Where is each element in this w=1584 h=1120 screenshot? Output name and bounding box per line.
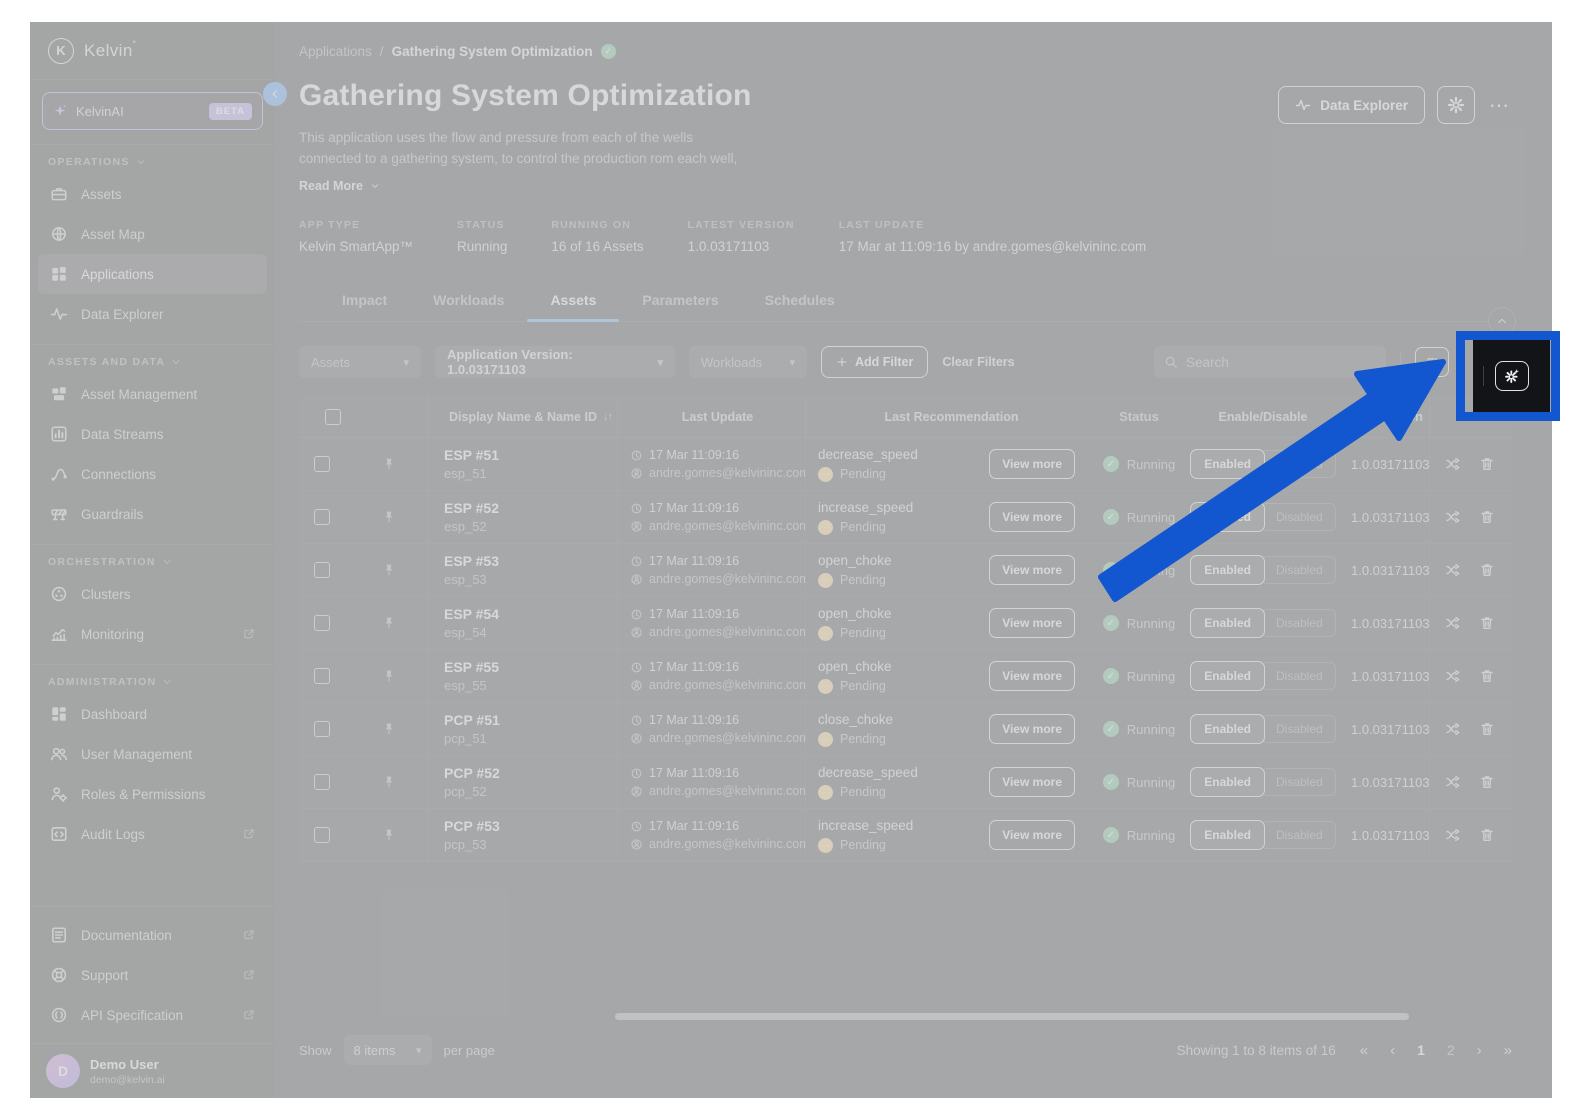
tour-dim-overlay bbox=[30, 22, 1552, 1098]
spotlight-highlight bbox=[1473, 340, 1550, 412]
annotation-frame bbox=[1456, 331, 1560, 421]
app-window: K Kelvin KelvinAI BETA OPERATIONS Assets… bbox=[30, 22, 1552, 1098]
gear-sparkle-icon bbox=[1504, 368, 1520, 384]
table-settings-button-highlighted[interactable] bbox=[1494, 361, 1529, 391]
